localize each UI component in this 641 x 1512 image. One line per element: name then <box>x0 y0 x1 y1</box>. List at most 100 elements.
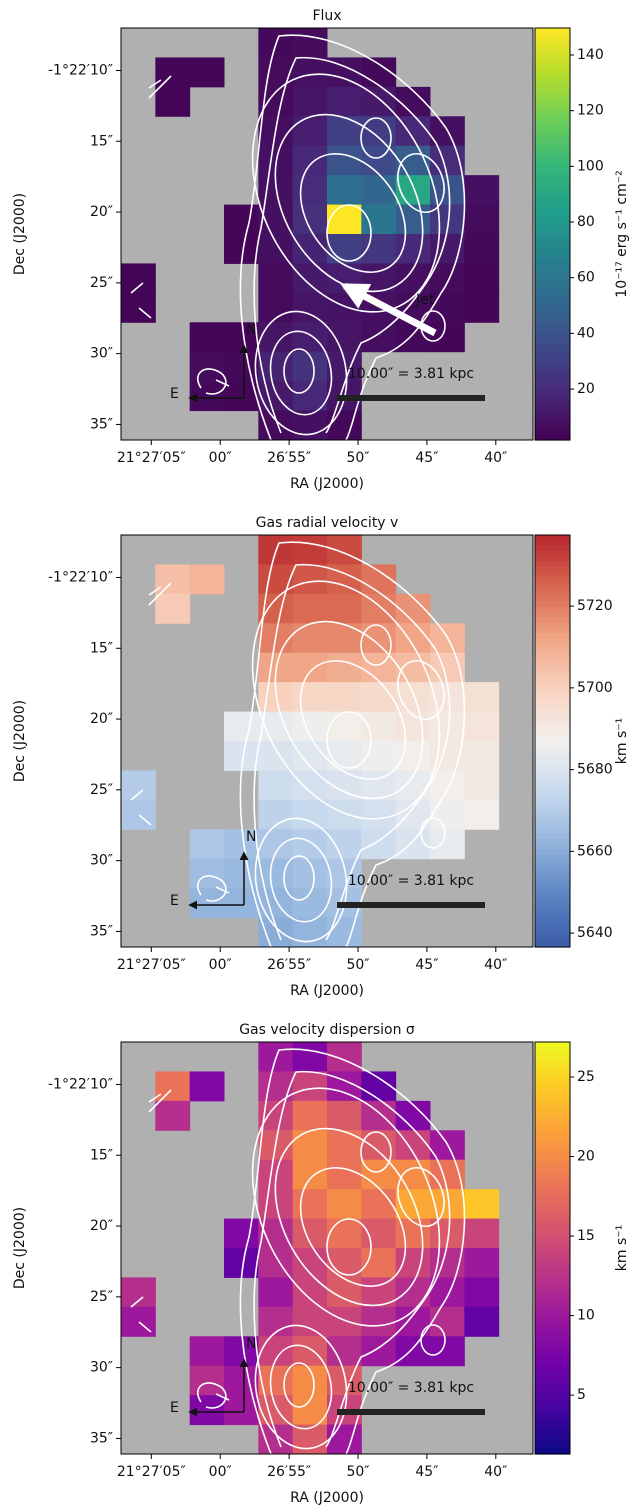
pixel <box>361 1189 397 1220</box>
colorbar-step <box>535 33 570 39</box>
pixel <box>327 1042 362 1072</box>
pixel <box>292 623 328 654</box>
colorbar-step <box>535 1237 570 1244</box>
colorbar-step <box>535 1186 570 1192</box>
pixel <box>292 1071 328 1102</box>
colorbar-step <box>535 208 570 214</box>
colorbar-step <box>535 880 570 886</box>
colorbar-step <box>535 710 570 716</box>
colorbar-step <box>535 1443 570 1450</box>
colorbar-step <box>535 172 570 178</box>
colorbar-step <box>535 1217 570 1223</box>
pixel <box>430 322 465 353</box>
pixel <box>258 829 294 860</box>
colorbar-step <box>535 720 570 727</box>
colorbar-step <box>535 1299 570 1306</box>
pixel <box>292 1100 328 1131</box>
pixel <box>361 770 397 801</box>
pixel <box>258 1336 294 1367</box>
colorbar-step <box>535 249 570 256</box>
colorbar-step <box>535 1309 570 1316</box>
colorbar-step <box>535 1108 570 1115</box>
colorbar-step <box>535 941 570 948</box>
colorbar-step <box>535 342 570 348</box>
y-axis-label: Dec (J2000) <box>12 193 28 275</box>
pixel <box>327 1365 362 1396</box>
colorbar-step <box>535 192 570 199</box>
pixel <box>327 351 362 382</box>
pixel <box>224 711 259 742</box>
colorbar-step <box>535 684 570 691</box>
colorbar-step <box>535 1170 570 1177</box>
y-tick-label: 35″ <box>90 416 113 432</box>
pixel <box>327 1424 362 1455</box>
colorbar-step <box>535 746 570 752</box>
colorbar-tick-label: 10 <box>577 1308 595 1324</box>
x-tick-label: 21°27′05″ <box>117 1464 186 1480</box>
colorbar-step <box>535 1392 570 1398</box>
pixel <box>327 1100 362 1131</box>
y-tick-label: 20″ <box>90 204 113 220</box>
colorbar-step <box>535 378 570 384</box>
colorbar-step <box>535 131 570 137</box>
pixel <box>292 799 328 830</box>
colorbar-step <box>535 715 570 721</box>
colorbar-step <box>535 110 570 117</box>
pixel <box>327 535 362 565</box>
pixel <box>464 1189 500 1220</box>
colorbar-step <box>535 1145 570 1151</box>
colorbar-step <box>535 1428 570 1434</box>
colorbar-step <box>535 869 570 876</box>
colorbar-step <box>535 555 570 562</box>
y-tick-label: -1°22′10″ <box>48 62 113 78</box>
colorbar-frame <box>534 1041 571 1455</box>
x-tick-label: 50″ <box>346 450 369 466</box>
colorbar-step <box>535 668 570 675</box>
colorbar-step <box>535 79 570 86</box>
colorbar-step <box>535 926 570 933</box>
colorbar-step <box>535 1371 570 1378</box>
x-tick-label: 26′55″ <box>267 1464 311 1480</box>
colorbar-step <box>535 203 570 209</box>
colorbar-step <box>535 105 570 111</box>
pixel <box>258 263 294 294</box>
colorbar-step <box>535 125 570 132</box>
colorbar-step <box>535 1289 570 1295</box>
colorbar-step <box>535 1448 570 1455</box>
pixel <box>224 351 259 382</box>
pixel <box>327 593 362 624</box>
colorbar-step <box>535 151 570 158</box>
pixel <box>155 1100 191 1131</box>
pixel <box>327 799 362 830</box>
colorbar-step <box>535 120 570 127</box>
colorbar-step <box>535 1278 570 1285</box>
pixel <box>361 1218 397 1249</box>
colorbar-step <box>535 895 570 902</box>
colorbar-step <box>535 771 570 778</box>
colorbar-step <box>535 612 570 618</box>
colorbar-step <box>535 1139 570 1146</box>
colorbar-step <box>535 94 570 101</box>
pixel <box>189 1365 225 1396</box>
pixel <box>395 1248 431 1278</box>
y-tick-label: -1°22′10″ <box>48 569 113 585</box>
colorbar-step <box>535 1284 570 1290</box>
colorbar-step <box>535 275 570 281</box>
colorbar-step <box>535 1088 570 1095</box>
panel-title: Gas radial velocity v <box>256 515 399 531</box>
x-axis-label: RA (J2000) <box>290 476 364 492</box>
colorbar-step <box>535 679 570 685</box>
pixel <box>464 263 500 294</box>
colorbar-step <box>535 409 570 415</box>
pixel <box>361 175 397 206</box>
x-tick-label: 50″ <box>346 957 369 973</box>
colorbar-step <box>535 321 570 328</box>
x-tick-label: 50″ <box>346 1464 369 1480</box>
colorbar-step <box>535 1057 570 1064</box>
colorbar-step <box>535 797 570 804</box>
pixel <box>464 741 500 771</box>
pixel <box>327 858 362 889</box>
colorbar-step <box>535 177 570 184</box>
pixel <box>121 263 156 294</box>
